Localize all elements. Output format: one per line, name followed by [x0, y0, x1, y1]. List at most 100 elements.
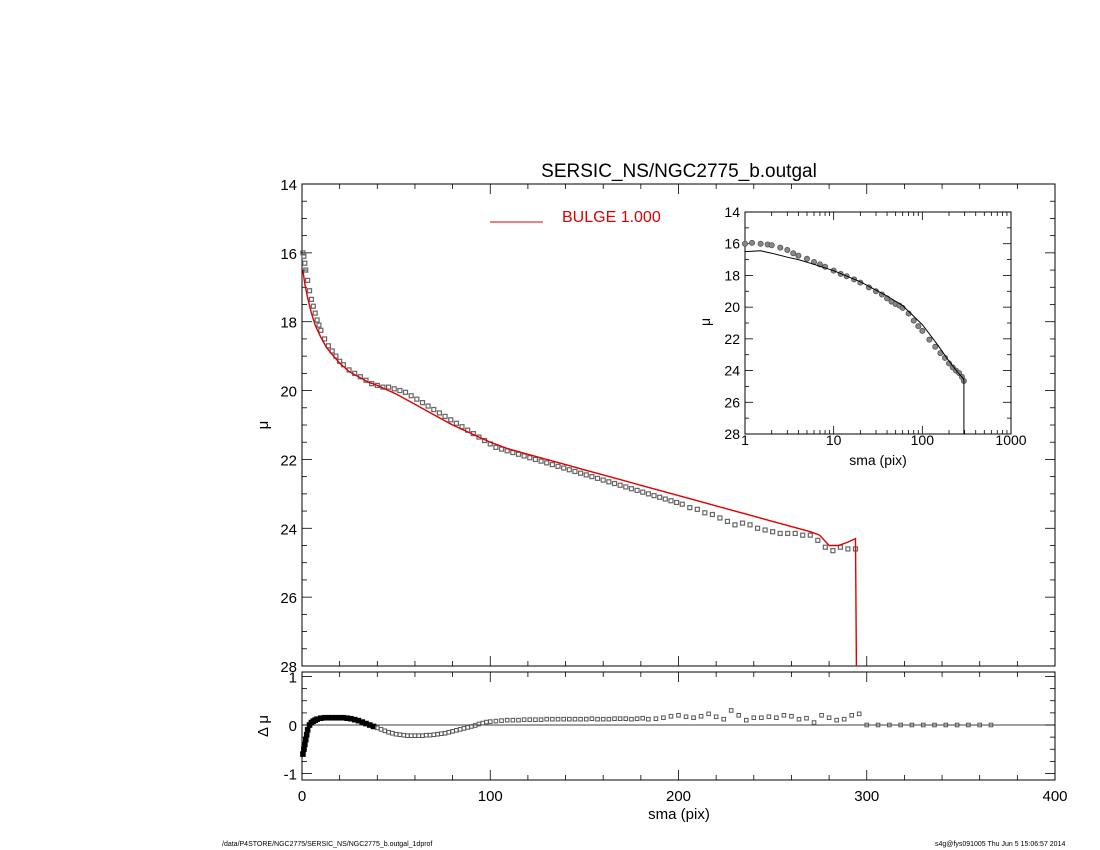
residual-data-point [427, 732, 433, 738]
main-data-point [302, 260, 308, 266]
residual-data-point [301, 746, 307, 753]
bulge-model-line [302, 270, 858, 667]
inset-plot-frame [744, 211, 1012, 435]
residual-data-point [909, 722, 915, 728]
main-data-point [312, 310, 318, 316]
main-data-point [442, 413, 448, 419]
residual-data-point [386, 729, 391, 735]
residual-data-point [600, 716, 606, 722]
residual-data-point [728, 708, 734, 713]
residual-data-point [516, 717, 521, 723]
residual-data-point [954, 722, 960, 728]
residual-data-point [713, 714, 719, 720]
main-data-point [815, 537, 821, 543]
residual-x-tick-label: 400 [1042, 788, 1067, 805]
residual-data-point [966, 722, 971, 728]
main-ticks [301, 183, 1056, 667]
residual-data-point [521, 717, 527, 722]
residual-data-point [617, 716, 623, 721]
residual-data-point [439, 731, 444, 737]
residual-data-point [691, 715, 696, 721]
main-data-point [687, 505, 693, 511]
residual-data-point [977, 722, 983, 728]
main-data-point [717, 515, 723, 521]
main-y-tick-label: 16 [280, 246, 297, 263]
residual-data-point [796, 716, 802, 722]
main-data-point [419, 400, 426, 406]
inset-data-point [777, 244, 784, 251]
residual-y-tick-labels: -1 0 1 [284, 670, 297, 784]
residual-data-point [819, 713, 824, 718]
residual-data-point [390, 730, 395, 736]
residual-data-point [623, 716, 629, 721]
main-data-point [792, 530, 798, 537]
residual-data-point [302, 736, 309, 743]
residual-data-point [721, 716, 726, 722]
residual-y-tick-label: -1 [284, 767, 297, 784]
residual-data-point [766, 714, 772, 720]
residual-data-point [774, 715, 779, 721]
main-data-point [493, 444, 499, 450]
residual-plot-frame [301, 671, 1056, 781]
residual-data-point [698, 713, 704, 719]
residual-data-point [864, 722, 870, 728]
main-data-point [668, 498, 674, 504]
inset-data-point [919, 327, 926, 334]
residual-data-point [538, 717, 544, 722]
residual-data-point [706, 711, 711, 717]
inset-panel: 14 16 18 20 22 24 26 28 1 10 100 1000 μ sma (pix) [697, 204, 1027, 468]
main-data-point [321, 336, 328, 342]
residual-data-point [454, 728, 459, 733]
residual-x-tick-label: 200 [666, 788, 691, 805]
main-data-point [397, 387, 403, 394]
main-data-point [709, 511, 715, 518]
chart-title: SERSIC_NS/NGC2775_b.outgal [541, 161, 817, 182]
main-panel: SERSIC_NS/NGC2775_b.outgal 14 16 18 20 22 24 2… [255, 161, 1056, 676]
residual-y-tick-label: 0 [289, 718, 297, 735]
main-y-tick-label: 18 [280, 315, 297, 332]
main-y-tick-label: 20 [280, 384, 297, 401]
residual-data-point [887, 722, 892, 728]
residual-data-point [561, 716, 566, 722]
residual-data-point [405, 733, 410, 738]
main-data-point [807, 532, 813, 538]
inset-x-tick-label: 1000 [995, 432, 1026, 448]
main-data-point [448, 417, 454, 423]
footer-file-path: /data/P4STORE/NGC2775/SERSIC_NS/NGC2775_… [222, 841, 433, 848]
residual-data-point [583, 716, 589, 722]
residual-data-point [504, 717, 510, 723]
main-data-point [634, 487, 640, 494]
inset-data-markers [742, 239, 967, 384]
main-data-point [436, 410, 443, 416]
main-data-point [305, 277, 311, 283]
residual-data-point [920, 722, 926, 728]
main-data-point [527, 455, 533, 461]
residual-data-point [401, 732, 406, 738]
main-data-point [628, 486, 635, 492]
residual-data-point [393, 731, 399, 737]
inset-data-point [910, 317, 917, 324]
main-data-point [498, 446, 505, 452]
residual-data-point [826, 715, 832, 721]
main-data-point [623, 484, 629, 490]
residual-data-point [898, 722, 903, 728]
main-data-point [308, 296, 315, 302]
residual-data-point [640, 715, 646, 721]
main-data-point [845, 546, 851, 552]
main-data-point [402, 389, 409, 395]
main-data-point [521, 453, 527, 459]
residual-data-point [629, 716, 634, 722]
inset-x-axis-label: sma (pix) [849, 452, 907, 468]
main-data-point [538, 458, 544, 464]
main-y-tick-label: 14 [280, 177, 297, 194]
main-data-point [314, 317, 320, 323]
residual-data-point [370, 723, 377, 730]
main-data-point [600, 477, 606, 483]
residual-data-point [589, 716, 595, 721]
residual-data-point [759, 715, 764, 721]
inset-data-point [795, 252, 802, 259]
main-data-point [606, 479, 612, 485]
main-y-tick-label: 22 [280, 452, 297, 469]
residual-data-point [493, 718, 499, 724]
